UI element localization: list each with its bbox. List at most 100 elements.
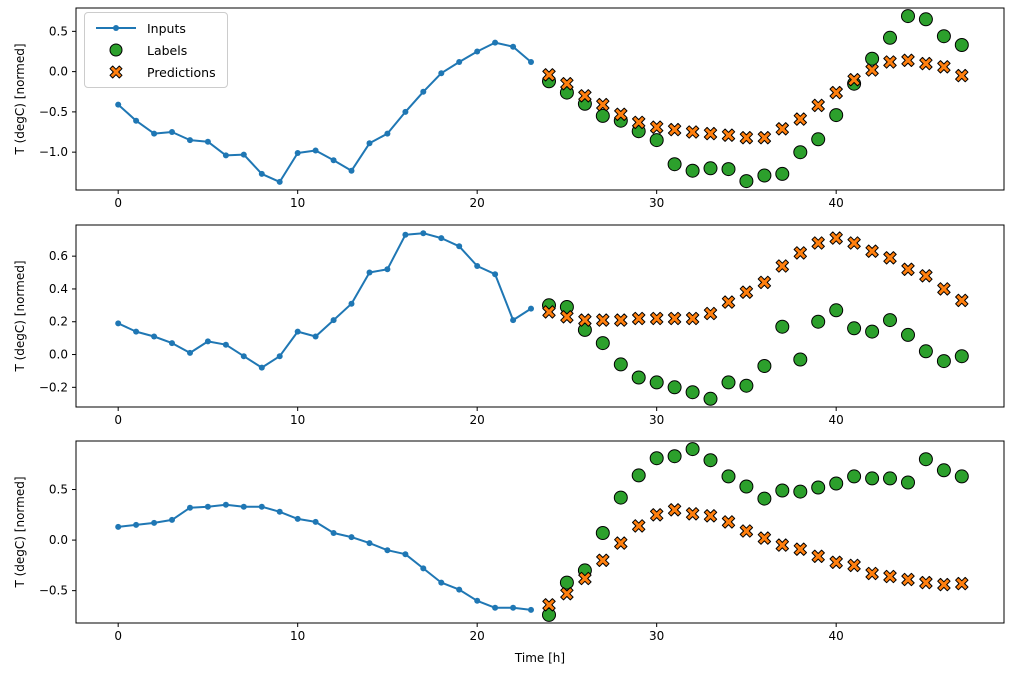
inputs-point (330, 530, 337, 536)
x-tick-label: 10 (290, 629, 305, 643)
inputs-point (420, 230, 427, 237)
predictions-point (775, 122, 789, 136)
y-axis-label-subplot-1: T (degC) [normed] (13, 43, 27, 155)
labels-point (847, 321, 862, 336)
labels-point (936, 463, 951, 478)
predictions-point (560, 310, 574, 324)
inputs-point (258, 364, 265, 371)
predictions-point (667, 503, 682, 517)
labels-point (883, 30, 897, 45)
labels-point (685, 385, 700, 400)
inputs-point (456, 59, 463, 65)
predictions-point (739, 131, 754, 145)
x-axis-ticks: 0 10 20 30 40 (114, 623, 844, 643)
y-tick-label: −1.0 (39, 145, 68, 159)
inputs-point (204, 503, 211, 510)
predictions-point (901, 262, 915, 276)
inputs-point (438, 235, 445, 242)
inputs-point (528, 59, 534, 65)
predictions-point (793, 542, 807, 556)
labels-series (542, 442, 969, 622)
predictions-point (596, 313, 610, 327)
inputs-point (222, 152, 229, 159)
labels-point (811, 132, 826, 147)
inputs-point (330, 157, 337, 164)
inputs-point (384, 266, 391, 273)
predictions-point (721, 515, 736, 529)
y-tick-label: 0.6 (49, 249, 68, 263)
predictions-point (883, 55, 897, 69)
predictions-point (811, 98, 825, 113)
labels-point (918, 452, 933, 467)
labels-point (901, 327, 915, 342)
labels-point (775, 166, 790, 181)
labels-point (721, 162, 736, 177)
inputs-point (438, 70, 445, 77)
inputs-point (240, 503, 247, 510)
inputs-point (133, 117, 140, 124)
labels-point (793, 484, 808, 499)
inputs-point (492, 604, 499, 611)
predictions-point (632, 519, 646, 533)
predictions-point (685, 125, 700, 139)
predictions-point (775, 259, 789, 273)
inputs-point (169, 129, 175, 135)
predictions-point (937, 60, 951, 74)
inputs-point (348, 534, 355, 541)
predictions-point (667, 122, 682, 137)
labels-point (936, 354, 951, 369)
inputs-line (117, 232, 532, 369)
predictions-point (703, 509, 718, 523)
labels-point (811, 314, 826, 329)
labels-point (739, 479, 754, 494)
labels-point (739, 174, 754, 189)
predictions-point (955, 68, 969, 83)
predictions-point (829, 85, 843, 100)
predictions-point (632, 311, 646, 326)
labels-point (667, 380, 682, 395)
labels-point (936, 29, 951, 44)
labels-point (865, 324, 880, 339)
labels-point (685, 442, 700, 457)
inputs-line (117, 503, 532, 611)
predictions-point (703, 126, 718, 141)
predictions-point (650, 508, 664, 522)
predictions-point (811, 549, 825, 563)
inputs-point (204, 138, 211, 145)
inputs-point (456, 243, 463, 250)
predictions-point (650, 311, 664, 326)
inputs-point (528, 606, 534, 613)
inputs-point (384, 130, 391, 137)
legend: Inputs Labels Predictions (84, 12, 228, 88)
labels-point (757, 359, 772, 373)
predictions-point (542, 305, 556, 319)
inputs-point (348, 300, 355, 307)
labels-series (542, 9, 969, 189)
predictions-point (685, 507, 700, 521)
y-axis-ticks: 0.5 0.0 −0.5 −1.0 (39, 24, 76, 159)
predictions-x-icon (109, 65, 123, 79)
labels-point (757, 168, 772, 183)
x-tick-label: 30 (649, 196, 664, 210)
labels-point (865, 471, 880, 486)
labels-point (649, 451, 664, 466)
inputs-point (258, 503, 265, 510)
x-tick-label: 30 (649, 629, 664, 643)
predictions-point (614, 536, 628, 550)
inputs-point (169, 340, 175, 347)
labels-point (811, 480, 826, 495)
inputs-point (312, 333, 319, 340)
labels-point (631, 370, 646, 385)
predictions-point (578, 571, 592, 586)
inputs-point (187, 349, 193, 356)
labels-point (954, 469, 969, 484)
labels-point (703, 391, 718, 406)
inputs-point (330, 317, 337, 324)
x-axis-label: Time [h] (514, 651, 566, 665)
inputs-point (492, 39, 499, 46)
predictions-point (847, 73, 861, 87)
inputs-point (115, 523, 122, 530)
x-tick-label: 0 (114, 196, 122, 210)
x-tick-label: 20 (470, 629, 485, 643)
inputs-point (151, 130, 158, 137)
